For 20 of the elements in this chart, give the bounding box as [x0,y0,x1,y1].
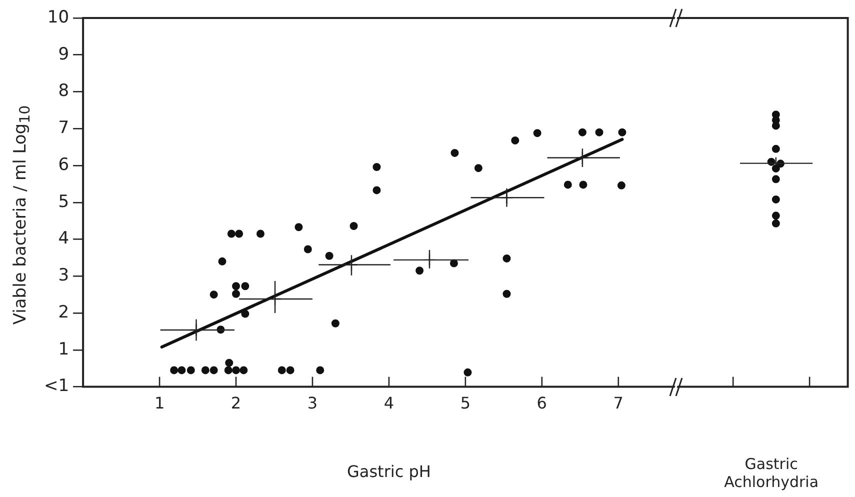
y-tick-label: 2 [58,302,70,322]
y-tick-label: 6 [58,154,70,175]
x-tick-label: 2 [230,394,242,413]
x-tick-label: 5 [460,394,471,413]
text: Gastric Achlorhydria [723,455,820,491]
y-tick-label: 4 [58,228,70,249]
x-axis-title: Gastric pH [347,462,431,481]
y-tick-label: 5 [58,192,70,212]
y-tick-label: 8 [58,81,70,102]
y-tick-label: 10 [47,7,70,28]
y-tick-label: 9 [58,44,70,64]
y-tick-label: 7 [58,118,70,138]
y-tick-label: <1 [44,376,70,396]
x-tick-label: 7 [613,394,624,413]
x-tick-label: 4 [384,394,394,413]
x-tick-label: 3 [307,394,318,413]
y-tick-label: 3 [58,266,70,286]
x-tick-label: 6 [536,394,547,413]
x-tick-label: 1 [154,394,165,413]
y-tick-label: 1 [58,339,70,360]
